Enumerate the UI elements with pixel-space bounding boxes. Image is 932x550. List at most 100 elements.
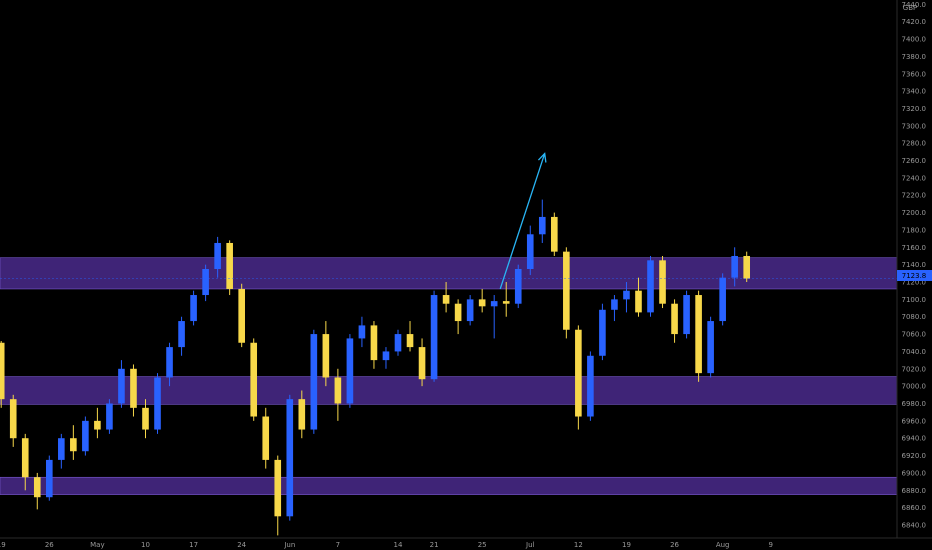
time-tick-label: 10: [141, 541, 150, 549]
candle-body: [166, 347, 173, 378]
time-tick-label: Aug: [716, 541, 730, 549]
candle-body: [142, 407, 149, 430]
candle-body: [587, 355, 594, 417]
candle-body: [611, 299, 618, 310]
price-tick-label: 7340.0: [902, 88, 927, 96]
candle-body: [58, 438, 65, 460]
candle-body: [599, 309, 606, 356]
candle-body: [514, 269, 522, 304]
price-tick-label: 7320.0: [902, 105, 927, 113]
candle-body: [322, 334, 330, 378]
candle-body: [647, 260, 654, 313]
candle-body: [635, 290, 642, 313]
price-tick-label: 7220.0: [902, 192, 927, 200]
candle-body: [731, 255, 738, 278]
price-tick-label: 7180.0: [902, 226, 927, 234]
time-tick-label: 25: [478, 541, 487, 549]
candle-body: [118, 368, 125, 404]
price-tick-label: 7280.0: [902, 140, 927, 148]
candle-body: [21, 438, 29, 478]
candlestick-series: [0, 199, 897, 536]
price-tick-label: 7300.0: [902, 122, 927, 130]
arrow-head: [537, 152, 547, 163]
time-tick-label: 21: [430, 541, 439, 549]
candle-body: [454, 303, 462, 322]
candle-body: [394, 334, 402, 352]
candle-body: [671, 303, 678, 335]
candle-body: [707, 321, 714, 374]
time-tick-label: 24: [237, 541, 246, 549]
candle-body: [563, 251, 570, 330]
candle-body: [178, 321, 185, 348]
time-tick-label: 7: [336, 541, 340, 549]
candle-body: [94, 420, 101, 430]
candle-body: [490, 301, 498, 307]
candle-body: [70, 438, 77, 452]
time-tick-label: 14: [394, 541, 403, 549]
price-tick-label: 7100.0: [902, 296, 927, 304]
candle-body: [262, 416, 270, 460]
time-tick-label: 19: [0, 541, 6, 549]
candle-body: [130, 368, 137, 408]
candle-body: [214, 242, 221, 269]
zone-1: [0, 257, 898, 290]
price-tick-label: 6880.0: [902, 487, 927, 495]
candle-body: [551, 216, 558, 252]
arrow-shaft: [499, 153, 546, 290]
currency-label: GBP: [903, 4, 917, 12]
candle-body: [478, 299, 486, 307]
price-tick-label: 6860.0: [902, 504, 927, 512]
candle-body: [226, 242, 233, 289]
price-tick-label: 7060.0: [902, 331, 927, 339]
candle-body: [526, 234, 534, 269]
time-tick-label: 19: [622, 541, 631, 549]
current-price-tag-box: [897, 270, 932, 281]
candle-body: [623, 290, 630, 300]
current-price-tag: 7123.8: [897, 270, 932, 281]
candle-body: [358, 325, 366, 339]
candle-body: [659, 260, 666, 304]
time-tick-label: 12: [574, 541, 583, 549]
time-tick-label: 17: [189, 541, 198, 549]
candle-body: [238, 288, 245, 343]
candle-body: [310, 334, 318, 430]
candle-body: [346, 338, 354, 404]
candle-body: [0, 342, 5, 400]
candle-body: [190, 295, 197, 322]
candle-body: [106, 403, 113, 430]
price-tick-label: 6840.0: [902, 521, 927, 529]
time-tick-label: 26: [670, 541, 679, 549]
candle-body: [695, 295, 702, 374]
candle-body: [538, 216, 546, 235]
time-tick-label: Jul: [525, 541, 535, 549]
price-tick-label: 7140.0: [902, 261, 927, 269]
candle-body: [154, 377, 161, 430]
price-tick-label: 6940.0: [902, 435, 927, 443]
price-tick-label: 6980.0: [902, 400, 927, 408]
candle-body: [202, 269, 209, 296]
time-tick-label: 26: [45, 541, 54, 549]
price-axis[interactable]: 6840.0 6860.0 6880.0 6900.0 6920.0 6940.0 6960…: [902, 1, 927, 530]
price-tick-label: 7440.0: [902, 1, 927, 9]
price-tick-label: 7380.0: [902, 53, 927, 61]
candle-body: [9, 399, 17, 439]
price-tick-label: 7000.0: [902, 383, 927, 391]
candle-body: [719, 277, 726, 322]
zone-3: [0, 476, 898, 495]
time-tick-label: Jun: [283, 541, 295, 549]
candle-body: [274, 459, 282, 517]
price-tick-label: 6900.0: [902, 469, 927, 477]
candle-body: [298, 399, 306, 430]
candle-body: [466, 299, 474, 322]
time-axis[interactable]: 19 26 May 10 17 24 Jun 7 14 21 25 Jul 12 19 26 Aug 9: [0, 541, 773, 549]
candle-body: [418, 347, 426, 380]
price-tick-label: 7260.0: [902, 157, 927, 165]
candle-body: [334, 377, 342, 404]
price-tick-label: 6920.0: [902, 452, 927, 460]
candle-body: [250, 342, 258, 417]
price-tick-label: 7360.0: [902, 70, 927, 78]
price-tick-label: 7420.0: [902, 18, 927, 26]
time-tick-label: May: [90, 541, 104, 549]
candle-body: [382, 351, 390, 361]
